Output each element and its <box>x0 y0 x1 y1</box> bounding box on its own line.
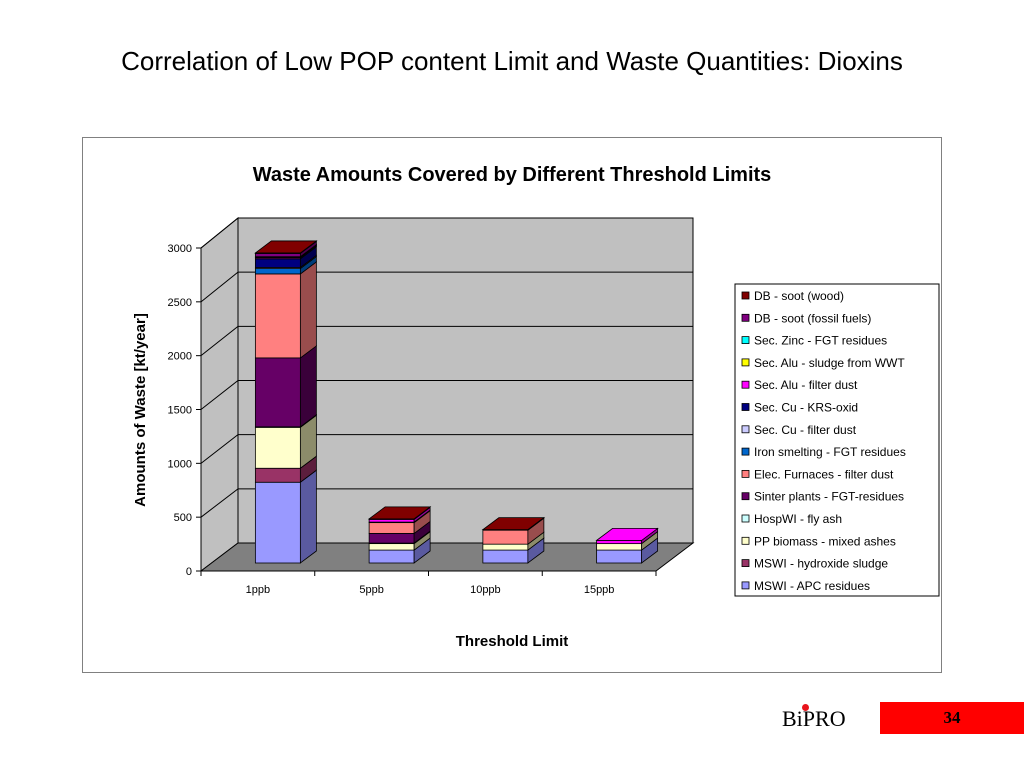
x-tick-label: 5ppb <box>359 584 383 596</box>
legend-label: Iron smelting - FGT residues <box>754 445 906 459</box>
bar-segment <box>368 543 415 551</box>
legend-swatch <box>741 447 750 456</box>
legend-swatch <box>741 358 750 367</box>
x-tick-label: 10ppb <box>470 584 501 596</box>
bar-top <box>254 240 318 254</box>
bar-segment <box>368 522 415 534</box>
bar-top <box>595 527 659 541</box>
legend-label: MSWI - hydroxide sludge <box>754 557 888 571</box>
legend-label: Sec. Zinc - FGT residues <box>754 334 887 348</box>
gridline <box>200 434 693 464</box>
bar-segment <box>254 268 301 275</box>
bar-segment-side <box>299 345 317 428</box>
legend-label: PP biomass - mixed ashes <box>754 534 896 548</box>
bar-segment <box>482 549 529 564</box>
chart-svg: Waste Amounts Covered by Different Thres… <box>132 164 940 650</box>
bar-segment <box>596 543 643 551</box>
legend-label: MSWI - APC residues <box>754 579 870 593</box>
slide-title: Correlation of Low POP content Limit and… <box>121 46 903 76</box>
legend <box>734 283 940 597</box>
logo-dot-icon <box>802 704 809 711</box>
bar-segment <box>482 543 529 551</box>
bar-segment <box>254 426 301 469</box>
page-number: 34 <box>943 708 961 727</box>
y-tick-label: 1500 <box>168 405 192 417</box>
chart-area: Waste Amounts Covered by Different Thres… <box>82 137 942 673</box>
y-tick-label: 500 <box>174 512 192 524</box>
bar-segment <box>596 539 643 545</box>
legend-label: Sec. Cu - KRS-oxid <box>754 401 858 415</box>
bar-segment <box>368 518 415 523</box>
bar-segment <box>254 273 301 359</box>
legend-swatch <box>741 536 750 545</box>
y-tick-label: 2500 <box>168 297 192 309</box>
logo-text: BiPRO <box>782 706 846 731</box>
legend-swatch <box>741 336 750 345</box>
bar-segment <box>368 549 415 564</box>
legend-label: HospWI - fly ash <box>754 512 842 526</box>
bar-top <box>481 517 546 531</box>
legend-swatch <box>741 581 750 590</box>
gridline <box>200 488 693 518</box>
bar-segment <box>254 357 301 428</box>
legend-label: Sinter plants - FGT-residues <box>754 490 904 504</box>
bar-segment-side <box>299 469 317 564</box>
y-axis-title: Amounts of Waste [kt/year] <box>132 313 149 507</box>
legend-swatch <box>741 380 750 389</box>
bipro-logo: BiPRO <box>782 704 846 732</box>
gridline <box>200 325 693 357</box>
gridline <box>200 380 693 410</box>
legend-label: Sec. Cu - filter dust <box>754 423 857 437</box>
legend-swatch <box>741 514 750 523</box>
bar-segment <box>368 532 415 544</box>
bar-segment <box>254 467 301 483</box>
y-tick-label: 3000 <box>168 243 192 255</box>
gridline <box>200 217 693 249</box>
legend-swatch <box>741 425 750 434</box>
legend-swatch <box>741 403 750 411</box>
page-number-box: 34 <box>880 702 1024 734</box>
legend-swatch <box>741 291 750 300</box>
chart-title: Waste Amounts Covered by Different Thres… <box>253 164 772 186</box>
bar-segment <box>254 481 301 564</box>
legend-label: Elec. Furnaces - filter dust <box>754 467 894 481</box>
bar-top <box>367 506 432 520</box>
y-tick-label: 2000 <box>168 351 192 363</box>
legend-swatch <box>741 492 750 501</box>
gridline <box>200 271 693 303</box>
bar-segment-side <box>299 261 317 359</box>
bar-segment <box>254 253 301 258</box>
legend-swatch <box>741 469 750 478</box>
y-tick-label: 1000 <box>168 458 192 470</box>
x-tick-label: 15ppb <box>584 584 615 596</box>
y-tick-label: 0 <box>186 566 192 578</box>
bar-segment <box>254 258 301 268</box>
legend-label: Sec. Alu - sludge from WWT <box>754 356 905 370</box>
bar-segment <box>482 529 529 545</box>
legend-label: Sec. Alu - filter dust <box>754 378 858 392</box>
legend-swatch <box>741 559 750 568</box>
legend-swatch <box>741 313 750 322</box>
legend-label: DB - soot (wood) <box>754 289 844 303</box>
legend-label: DB - soot (fossil fuels) <box>754 311 871 325</box>
x-tick-label: 1ppb <box>246 584 270 596</box>
bar-segment <box>596 549 643 564</box>
x-axis-title: Threshold Limit <box>456 633 569 650</box>
